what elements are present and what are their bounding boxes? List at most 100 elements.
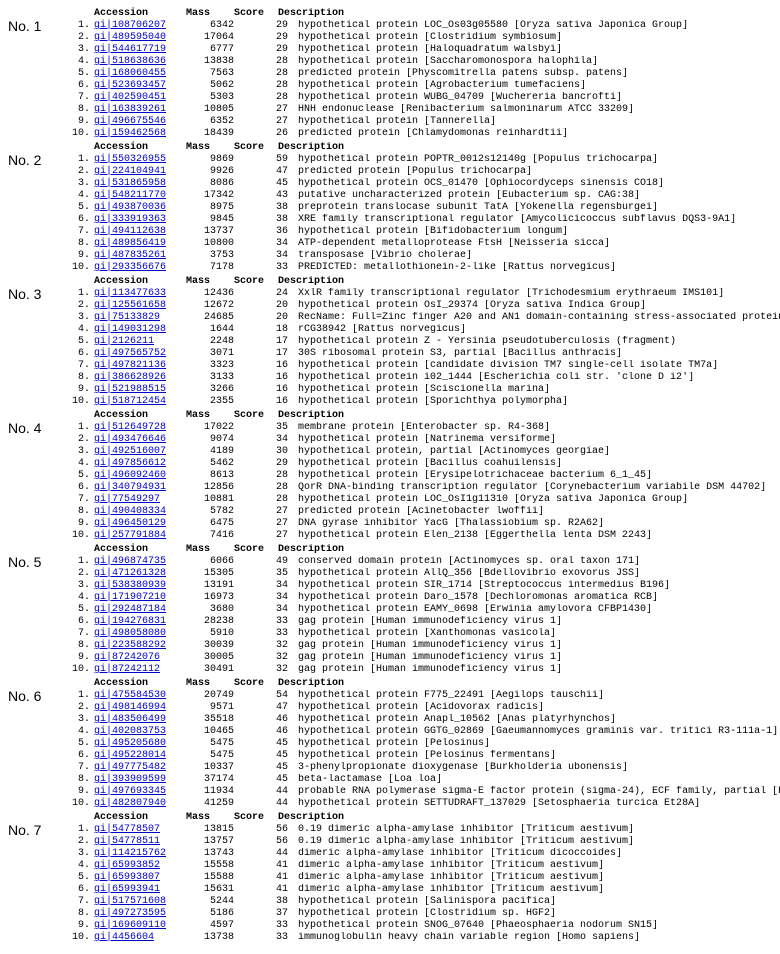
accession-link[interactable]: gi|494112638 [94, 226, 166, 237]
accession-link[interactable]: gi|538380939 [94, 580, 166, 591]
accession-link[interactable]: gi|108706207 [94, 20, 166, 31]
accession-link[interactable]: gi|497565752 [94, 348, 166, 359]
mass-cell: 3753 [186, 250, 244, 262]
accession-link[interactable]: gi|487835261 [94, 250, 166, 261]
score-cell: 29 [244, 458, 298, 470]
accession-link[interactable]: gi|402590451 [94, 92, 166, 103]
row-index: 2. [68, 32, 94, 44]
accession-link[interactable]: gi|402083753 [94, 726, 166, 737]
accession-link[interactable]: gi|163839261 [94, 104, 166, 115]
accession-link[interactable]: gi|548211770 [94, 190, 166, 201]
accession-link[interactable]: gi|544617719 [94, 44, 166, 55]
accession-link[interactable]: gi|496874735 [94, 556, 166, 567]
accession-link[interactable]: gi|2126211 [94, 336, 154, 347]
accession-link[interactable]: gi|292487184 [94, 604, 166, 615]
accession-link[interactable]: gi|386628926 [94, 372, 166, 383]
header-accession: Accession [94, 276, 186, 288]
accession-link[interactable]: gi|495228014 [94, 750, 166, 761]
score-cell: 44 [244, 786, 298, 798]
accession-link[interactable]: gi|496450129 [94, 518, 166, 529]
accession-link[interactable]: gi|125561658 [94, 300, 166, 311]
table-row: 8.gi|497273595518637hypothetical protein… [68, 908, 772, 920]
accession-link[interactable]: gi|171907210 [94, 592, 166, 603]
accession-link[interactable]: gi|65993852 [94, 860, 160, 871]
accession-link[interactable]: gi|493476646 [94, 434, 166, 445]
accession-link[interactable]: gi|87242112 [94, 664, 160, 675]
accession-cell: gi|4456604 [94, 932, 186, 944]
accession-link[interactable]: gi|492516007 [94, 446, 166, 457]
accession-link[interactable]: gi|257791884 [94, 530, 166, 541]
accession-link[interactable]: gi|113477633 [94, 288, 166, 299]
accession-link[interactable]: gi|490408334 [94, 506, 166, 517]
accession-link[interactable]: gi|340794931 [94, 482, 166, 493]
accession-link[interactable]: gi|531865958 [94, 178, 166, 189]
accession-link[interactable]: gi|475584530 [94, 690, 166, 701]
accession-cell: gi|293356676 [94, 262, 186, 274]
accession-link[interactable]: gi|493870036 [94, 202, 166, 213]
accession-link[interactable]: gi|223588292 [94, 640, 166, 651]
accession-link[interactable]: gi|471261328 [94, 568, 166, 579]
accession-link[interactable]: gi|498058080 [94, 628, 166, 639]
accession-link[interactable]: gi|75133829 [94, 312, 160, 323]
accession-link[interactable]: gi|169609110 [94, 920, 166, 931]
accession-link[interactable]: gi|87242076 [94, 652, 160, 663]
accession-cell: gi|483506499 [94, 714, 186, 726]
score-cell: 45 [244, 762, 298, 774]
mass-cell: 5303 [186, 92, 244, 104]
description-cell: hypothetical protein SETTUDRAFT_137029 [… [298, 798, 780, 810]
accession-link[interactable]: gi|496092460 [94, 470, 166, 481]
accession-link[interactable]: gi|497273595 [94, 908, 166, 919]
accession-link[interactable]: gi|4456604 [94, 932, 154, 943]
accession-link[interactable]: gi|168060455 [94, 68, 166, 79]
accession-link[interactable]: gi|482807940 [94, 798, 166, 809]
score-cell: 33 [244, 932, 298, 944]
accession-link[interactable]: gi|550326955 [94, 154, 166, 165]
mass-cell: 6777 [186, 44, 244, 56]
accession-link[interactable]: gi|114215762 [94, 848, 166, 859]
accession-link[interactable]: gi|496675546 [94, 116, 166, 127]
mass-cell: 9845 [186, 214, 244, 226]
row-index: 4. [68, 860, 94, 872]
row-index: 6. [68, 348, 94, 360]
description-cell: hypothetical protein [Haloquadratum wals… [298, 44, 772, 56]
accession-link[interactable]: gi|149031298 [94, 324, 166, 335]
accession-link[interactable]: gi|518638636 [94, 56, 166, 67]
accession-link[interactable]: gi|521988515 [94, 384, 166, 395]
accession-link[interactable]: gi|497775482 [94, 762, 166, 773]
accession-link[interactable]: gi|65993807 [94, 872, 160, 883]
accession-cell: gi|393909599 [94, 774, 186, 786]
accession-link[interactable]: gi|489856419 [94, 238, 166, 249]
accession-link[interactable]: gi|393909599 [94, 774, 166, 785]
accession-link[interactable]: gi|495205680 [94, 738, 166, 749]
description-cell: hypothetical protein SNOG_07640 [Phaeosp… [298, 920, 772, 932]
accession-link[interactable]: gi|54778511 [94, 836, 160, 847]
accession-link[interactable]: gi|65993941 [94, 884, 160, 895]
accession-link[interactable]: gi|517571608 [94, 896, 166, 907]
accession-link[interactable]: gi|489595040 [94, 32, 166, 43]
accession-link[interactable]: gi|497856612 [94, 458, 166, 469]
accession-link[interactable]: gi|333919363 [94, 214, 166, 225]
row-index: 8. [68, 640, 94, 652]
accession-link[interactable]: gi|518712454 [94, 396, 166, 407]
table-row: 1.gi|550326955986959hypothetical protein… [68, 154, 772, 166]
table-row: 8.gi|2235882923003932gag protein [Human … [68, 640, 772, 652]
accession-cell: gi|54778511 [94, 836, 186, 848]
accession-link[interactable]: gi|293356676 [94, 262, 166, 273]
accession-link[interactable]: gi|54778507 [94, 824, 160, 835]
row-index: 7. [68, 896, 94, 908]
accession-link[interactable]: gi|498146994 [94, 702, 166, 713]
accession-link[interactable]: gi|77549297 [94, 494, 160, 505]
accession-link[interactable]: gi|512649728 [94, 422, 166, 433]
accession-link[interactable]: gi|224104941 [94, 166, 166, 177]
accession-link[interactable]: gi|497693345 [94, 786, 166, 797]
accession-link[interactable]: gi|483506499 [94, 714, 166, 725]
accession-link[interactable]: gi|194276831 [94, 616, 166, 627]
score-cell: 29 [244, 44, 298, 56]
accession-link[interactable]: gi|497821136 [94, 360, 166, 371]
accession-link[interactable]: gi|159462568 [94, 128, 166, 139]
table-header: AccessionMass ScoreDescription [68, 678, 780, 690]
row-index: 7. [68, 762, 94, 774]
score-cell: 38 [244, 896, 298, 908]
accession-link[interactable]: gi|523693457 [94, 80, 166, 91]
mass-cell: 12436 [186, 288, 244, 300]
